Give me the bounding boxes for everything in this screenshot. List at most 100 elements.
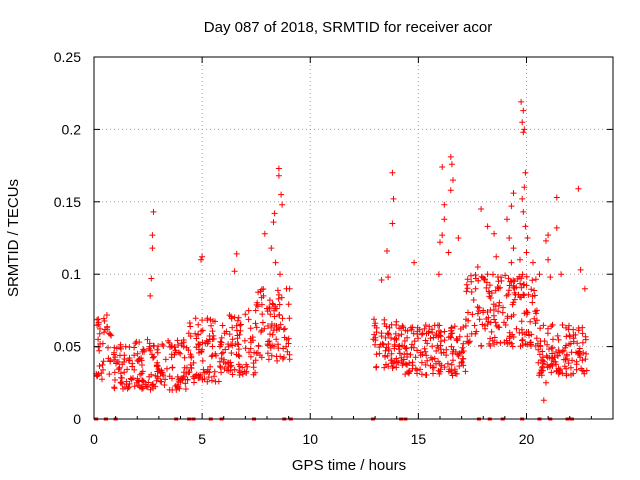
y-tick-label: 0: [73, 411, 81, 427]
data-point: [538, 357, 545, 363]
data-point: [272, 305, 279, 312]
data-point: [111, 369, 118, 376]
data-point: [107, 358, 114, 365]
data-point: [545, 325, 551, 332]
data-point: [441, 328, 448, 335]
data-point: [531, 315, 538, 322]
data-point: [510, 334, 517, 340]
data-point: [543, 237, 549, 244]
data-point: [199, 253, 206, 260]
data-point: [579, 339, 586, 346]
data-point: [382, 347, 389, 354]
data-point: [513, 325, 520, 332]
data-point: [554, 352, 561, 359]
data-point: [562, 356, 569, 363]
data-point: [471, 322, 478, 329]
data-point: [159, 341, 166, 348]
data-point: [100, 366, 106, 373]
data-point: [483, 284, 490, 291]
data-point: [511, 285, 518, 292]
data-point: [497, 284, 504, 291]
x-axis-title: GPS time / hours: [292, 457, 406, 474]
data-point: [169, 364, 176, 371]
data-point: [121, 352, 128, 359]
data-point: [562, 344, 569, 351]
data-point: [268, 324, 275, 331]
data-point: [441, 337, 448, 344]
data-point: [424, 340, 431, 347]
data-point: [164, 365, 170, 372]
data-point: [233, 351, 240, 358]
data-point: [544, 354, 551, 361]
data-point: [522, 223, 529, 230]
data-point: [519, 337, 525, 344]
data-point: [195, 331, 202, 338]
data-point: [120, 385, 126, 392]
data-point: [529, 277, 536, 284]
data-point: [554, 332, 561, 339]
data-point: [521, 126, 528, 133]
data-point: [488, 328, 495, 335]
data-point: [147, 292, 154, 299]
data-point: [410, 330, 417, 337]
data-point: [158, 378, 165, 385]
data-point: [429, 343, 436, 350]
data-point: [487, 319, 494, 326]
data-point: [470, 297, 477, 303]
data-point: [508, 259, 515, 266]
data-point: [276, 291, 282, 298]
data-point: [566, 341, 573, 348]
data-point: [212, 318, 218, 325]
data-point: [436, 370, 443, 377]
data-point: [229, 336, 236, 343]
data-point: [553, 194, 560, 201]
data-point: [530, 259, 536, 266]
data-point: [105, 344, 111, 351]
data-point: [396, 346, 402, 353]
data-point: [531, 287, 538, 294]
data-point: [187, 333, 194, 340]
data-point: [447, 333, 454, 340]
data-point: [383, 344, 390, 351]
data-point: [508, 278, 515, 285]
data-point: [388, 335, 394, 341]
data-point: [188, 365, 195, 372]
data-point: [221, 330, 228, 337]
data-point: [151, 353, 157, 360]
data-point: [411, 259, 418, 266]
data-point: [286, 351, 293, 358]
data-point: [276, 312, 283, 319]
data-point: [506, 282, 513, 289]
data-point: [539, 364, 545, 371]
data-point: [579, 330, 586, 337]
data-point: [404, 334, 411, 341]
y-axis-title: SRMTID / TECUs: [5, 179, 22, 297]
data-point: [108, 332, 115, 339]
data-point: [524, 341, 531, 348]
data-point: [454, 337, 461, 344]
data-point: [373, 329, 380, 336]
data-point: [198, 328, 205, 335]
data-point: [390, 195, 397, 202]
data-point: [276, 324, 282, 331]
data-point: [149, 232, 156, 239]
data-point: [493, 253, 500, 260]
data-point: [418, 359, 425, 366]
data-point: [381, 364, 388, 371]
data-point: [437, 333, 444, 340]
data-point: [173, 386, 180, 393]
data-point: [121, 359, 127, 365]
data-point: [560, 347, 567, 354]
data-point: [268, 321, 275, 327]
data-point: [546, 346, 552, 353]
data-point: [283, 343, 290, 350]
data-point: [414, 347, 421, 354]
data-point: [279, 201, 286, 208]
data-point: [166, 373, 173, 380]
data-point: [184, 376, 191, 383]
data-point: [274, 287, 281, 294]
chart-title: Day 087 of 2018, SRMTID for receiver aco…: [204, 19, 492, 36]
data-point: [468, 289, 475, 295]
data-point: [575, 185, 582, 192]
